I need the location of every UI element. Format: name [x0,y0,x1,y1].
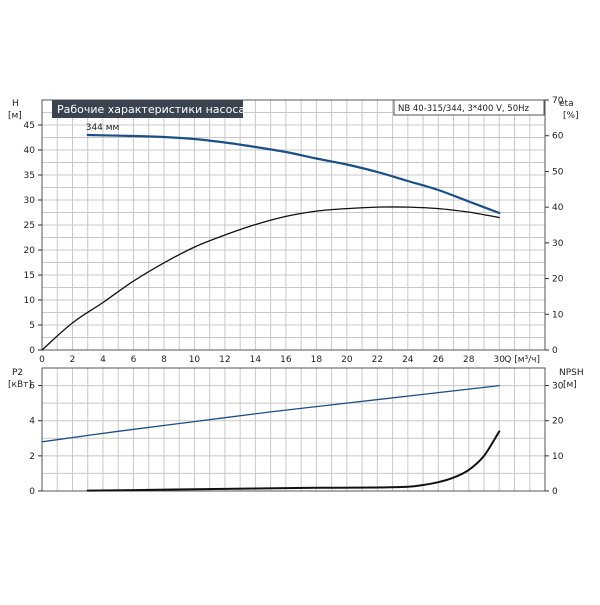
y-tick-right-label: 30 [552,382,564,392]
y-axis-right-unit: [м] [563,380,577,390]
series-label: 344 мм [86,123,120,133]
y-tick-right-label: 20 [552,417,564,427]
y-tick-left-label: 4 [29,417,35,427]
y-tick-left-label: 20 [24,246,36,256]
x-tick-label: 24 [402,355,414,365]
y-tick-right-label: 0 [552,346,558,356]
y-tick-left-label: 0 [29,346,35,356]
y-tick-left-label: 35 [24,171,35,181]
y-tick-left-label: 40 [24,146,36,156]
efficiency-curve [41,206,500,351]
x-tick-label: 30 [494,355,506,365]
y-tick-left-label: 0 [29,487,35,497]
y-tick-right-label: 10 [552,452,564,462]
y-tick-right-label: 70 [552,96,564,106]
x-tick-label: 14 [250,355,262,365]
y-tick-left-label: 15 [24,271,35,281]
x-tick-label: 12 [219,355,230,365]
y-tick-left-label: 10 [24,296,36,306]
y-tick-left-label: 25 [24,221,35,231]
y-axis-left-name: P2 [12,368,23,378]
y-tick-left-label: 45 [24,121,35,131]
y-axis-right-name: eta [559,99,574,109]
y-tick-right-label: 0 [552,487,558,497]
x-tick-label: 10 [189,355,201,365]
y-tick-right-label: 60 [552,132,564,142]
y-tick-right-label: 50 [552,167,564,177]
y-axis-left-unit: [м] [8,111,22,121]
y-tick-left-label: 6 [29,382,35,392]
plot-frame [41,367,546,492]
head-curve [86,133,501,215]
x-tick-label: 22 [372,355,383,365]
y-tick-right-label: 20 [552,275,564,285]
y-tick-right-label: 40 [552,203,564,213]
title-box [52,100,243,118]
x-tick-label: 16 [280,355,292,365]
chart-title: Рабочие характеристики насоса [57,103,245,116]
x-tick-label: 20 [341,355,353,365]
y-tick-right-label: 10 [552,310,564,320]
npsh-curve [86,430,501,492]
model-label-box [393,99,545,116]
x-axis-label: Q [м³/ч] [504,355,540,365]
x-tick-label: 0 [39,355,45,365]
x-tick-label: 8 [161,355,167,365]
model-label: NB 40-315/344, 3*400 V, 50Hz [398,104,529,114]
x-tick-label: 26 [433,355,445,365]
y-axis-right-name: NPSH [559,368,584,378]
x-tick-label: 4 [100,355,106,365]
y-tick-left-label: 5 [29,321,35,331]
y-tick-left-label: 30 [24,196,36,206]
x-tick-label: 18 [311,355,323,365]
x-tick-label: 6 [131,355,137,365]
power-curve [41,384,500,443]
y-axis-right-unit: [%] [563,111,579,121]
y-axis-left-name: H [12,99,19,109]
y-axis-left-unit: [кВт] [8,380,32,390]
y-tick-right-label: 30 [552,239,564,249]
x-tick-label: 28 [463,355,475,365]
y-tick-left-label: 2 [29,452,35,462]
x-tick-label: 2 [70,355,76,365]
